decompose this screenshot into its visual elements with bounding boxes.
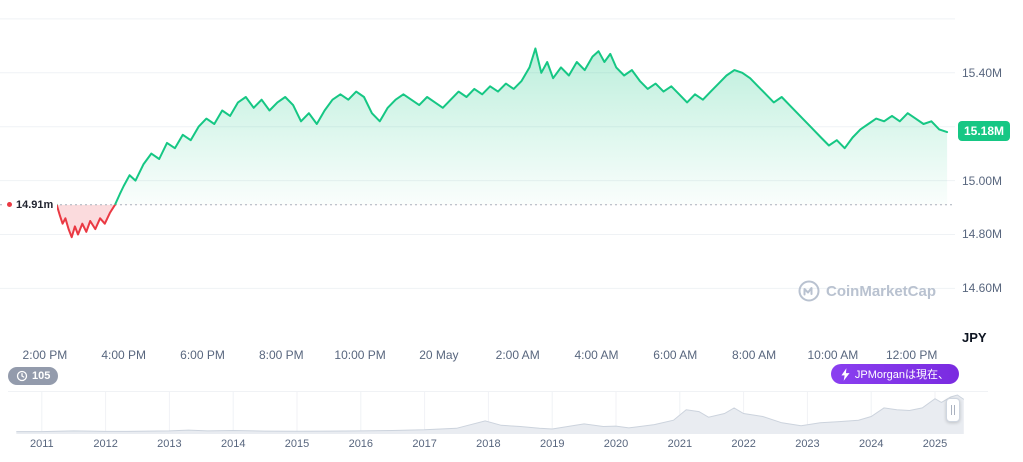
year-label: 2019 [539,438,565,450]
y-axis-label: 15.00M [962,173,1003,188]
year-label: 2015 [284,438,310,450]
x-axis-label: 20 May [419,348,459,362]
x-axis-label: 10:00 AM [807,348,859,362]
x-axis-label: 2:00 AM [495,348,540,362]
year-label: 2024 [858,438,884,450]
current-price-badge: 15.18M [958,121,1011,142]
x-axis-label: 6:00 PM [180,348,225,362]
ticker-text: JPMorganは現在、 [854,369,949,381]
open-price-value: 14.91m [16,198,54,211]
year-label: 2011 [29,438,54,450]
x-axis-label: 2:00 PM [22,348,68,362]
year-label: 2022 [731,438,756,450]
x-axis-label: 8:00 PM [258,348,304,362]
x-axis-label: 8:00 AM [732,348,777,362]
open-price-label: 14.91m [5,196,58,213]
year-label: 2012 [93,438,118,450]
year-label: 2023 [795,438,820,450]
year-label: 2013 [157,438,182,450]
x-axis-label: 4:00 PM [101,348,147,362]
coinmarketcap-watermark: CoinMarketCap [798,280,936,302]
year-label: 2014 [220,438,246,450]
news-ticker-badge[interactable]: JPMorganは現在、 [830,364,959,384]
x-axis-label: 4:00 AM [574,348,619,362]
year-label: 2016 [348,438,374,450]
year-label: 2017 [412,438,437,450]
x-axis-label: 10:00 PM [334,348,386,362]
range-handle[interactable] [946,398,960,422]
clock-icon [16,370,28,382]
history-count: 105 [32,370,51,382]
year-label: 2025 [922,438,948,450]
history-badge[interactable]: 105 [8,367,59,385]
year-label: 2020 [603,438,629,450]
coinmarketcap-logo-icon [798,280,820,302]
lightning-icon [841,367,850,381]
x-axis-label: 12:00 PM [885,348,938,362]
year-label: 2021 [667,438,693,450]
watermark-text: CoinMarketCap [826,282,937,300]
x-axis-label: 6:00 AM [653,348,698,362]
y-axis-label: 14.80M [962,227,1003,242]
y-axis-label: 15.40M [962,65,1003,80]
y-axis-label: 14.60M [962,281,1003,296]
main-price-chart[interactable] [0,0,955,345]
price-marker-icon [7,202,12,208]
currency-label: JPY [962,330,987,345]
range-selector-chart[interactable] [8,391,988,434]
price-area-series [0,47,955,239]
year-label: 2018 [476,438,501,450]
